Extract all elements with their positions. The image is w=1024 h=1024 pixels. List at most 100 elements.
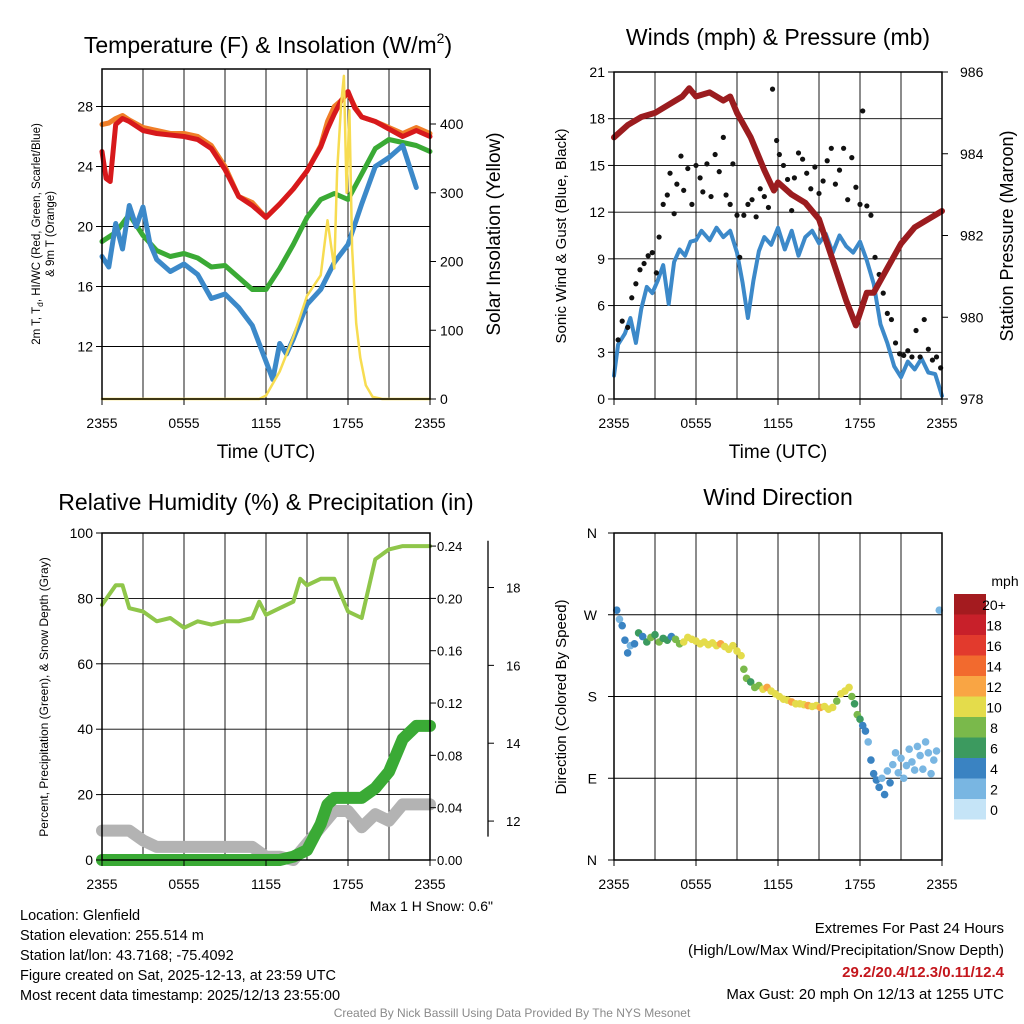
gust-point: [860, 108, 866, 114]
humidity-axes: 2355 0555 1155 1755 2355 0 20 40 60 80 100 0.00 0.04…: [70, 525, 521, 892]
temperature-series: [99, 74, 433, 401]
direction-point: [850, 699, 859, 708]
x-tick-label: 1755: [844, 876, 875, 892]
gust-point: [727, 201, 733, 207]
gust-point: [674, 181, 680, 187]
direction-point: [913, 742, 922, 751]
legend-label: 4: [990, 761, 998, 777]
pressure-axis-label: Station Pressure (Maroon): [997, 130, 1017, 341]
winds-grid: [614, 72, 942, 399]
gust-point: [880, 290, 886, 296]
gust-point: [753, 214, 759, 220]
x-tick-label: 2355: [86, 415, 117, 431]
precip-tick-label: 0.24: [437, 539, 462, 554]
wind-direction-panel: Wind Direction 2355 0555 1155 1755 2355NESWN…: [553, 484, 1019, 892]
gust-point: [723, 192, 729, 198]
direction-point: [935, 606, 944, 615]
winds-title: Winds (mph) & Pressure (mb): [626, 24, 930, 50]
gust-point: [697, 175, 703, 181]
station-info: Location: Glenfield Station elevation: 2…: [20, 906, 340, 1006]
extremes-values: 29.2/20.4/12.3/0.11/12.4: [842, 964, 1004, 981]
precip-tick-label: 0.20: [437, 591, 462, 606]
x-tick-label: 1755: [332, 415, 363, 431]
x-tick-label: 1155: [251, 415, 281, 431]
gust-point: [913, 327, 919, 334]
y-tick-label: 100: [70, 525, 94, 541]
direction-point: [729, 641, 737, 650]
gust-point: [828, 145, 834, 151]
direction-point: [902, 761, 911, 770]
gust-point: [629, 295, 635, 301]
gust-point: [864, 203, 870, 209]
direction-point: [927, 769, 935, 778]
direction-point: [878, 774, 886, 783]
gust-point: [929, 357, 936, 363]
temperature-ylabel-line1: 2m T, Td, HI/WC (Red, Green, Scarlet/Blu…: [31, 123, 45, 345]
direction-point: [932, 747, 941, 755]
y2-tick-label: 980: [960, 309, 984, 325]
gust-point: [671, 211, 677, 217]
y-tick-label: 20: [77, 787, 93, 803]
snow-tick-label: 14: [506, 736, 520, 751]
snow-tick-label: 18: [506, 581, 520, 596]
gust-point: [780, 162, 787, 169]
max-snow-note: Max 1 H Snow: 0.6": [370, 898, 493, 914]
direction-point: [916, 751, 924, 760]
y-tick-label: 18: [589, 111, 605, 127]
extremes-box: Extremes For Past 24 Hours (High/Low/Max…: [688, 918, 1004, 1006]
y-tick-label: 6: [597, 298, 605, 314]
gust-point: [685, 165, 691, 172]
gust-point: [789, 207, 795, 214]
gust-point: [716, 169, 722, 175]
direction-point: [908, 758, 916, 766]
direction-point: [919, 765, 927, 773]
gust-point: [704, 161, 710, 167]
x-tick-label: 1155: [251, 876, 281, 892]
direction-point: [737, 651, 745, 660]
gust-point: [681, 187, 687, 193]
gust-point: [836, 167, 843, 173]
direction-point: [886, 778, 894, 787]
gust-point: [761, 193, 767, 200]
y-tick-label: 3: [597, 344, 605, 360]
legend-label: 14: [986, 659, 1002, 675]
gust-point: [909, 354, 915, 360]
direction-point: [612, 606, 621, 615]
x-tick-label: 0555: [168, 415, 199, 431]
humidity-ylabel: Percent, Precipitation (Green), & Snow D…: [37, 557, 51, 836]
legend-label: 10: [986, 700, 1002, 716]
temperature-ylabel-line2: & 9m T (Orange): [45, 191, 57, 277]
direction-point: [638, 632, 647, 641]
wind-direction-ylabel: Direction (Colored By Speed): [553, 599, 570, 794]
x-tick-label: 1155: [763, 876, 793, 892]
y-tick-label: S: [588, 689, 597, 705]
y-tick-label: 12: [589, 204, 605, 220]
gust-point: [615, 337, 621, 343]
legend-swatch: [954, 635, 986, 656]
gust-point: [868, 212, 874, 218]
legend-label: 16: [986, 638, 1002, 654]
temperature-axes: 2355 0555 1155 1755 2355 12 16 20 24 28 0 100 200 300…: [77, 99, 463, 432]
gust-point: [853, 184, 859, 190]
y2-tick-label: 0: [440, 391, 448, 407]
legend-swatch: [954, 696, 986, 717]
x-tick-label: 0555: [680, 876, 711, 892]
direction-point: [746, 678, 755, 686]
gust-point: [804, 170, 810, 176]
winds-series: [611, 85, 945, 398]
gust-point: [774, 137, 780, 144]
direction-point: [883, 767, 892, 775]
y2-tick-label: 986: [960, 64, 984, 80]
y-tick-label: 28: [77, 99, 93, 115]
direction-point: [618, 621, 626, 630]
y-tick-label: 9: [597, 251, 605, 267]
gust-point: [745, 201, 751, 207]
x-tick-label: 2355: [598, 876, 629, 892]
gust-point: [884, 310, 890, 316]
direction-point: [867, 756, 875, 764]
temperature-xlabel: Time (UTC): [217, 442, 316, 463]
series-line-station-pressure: [611, 85, 945, 329]
x-tick-label: 1755: [332, 876, 363, 892]
gust-point: [689, 201, 695, 207]
